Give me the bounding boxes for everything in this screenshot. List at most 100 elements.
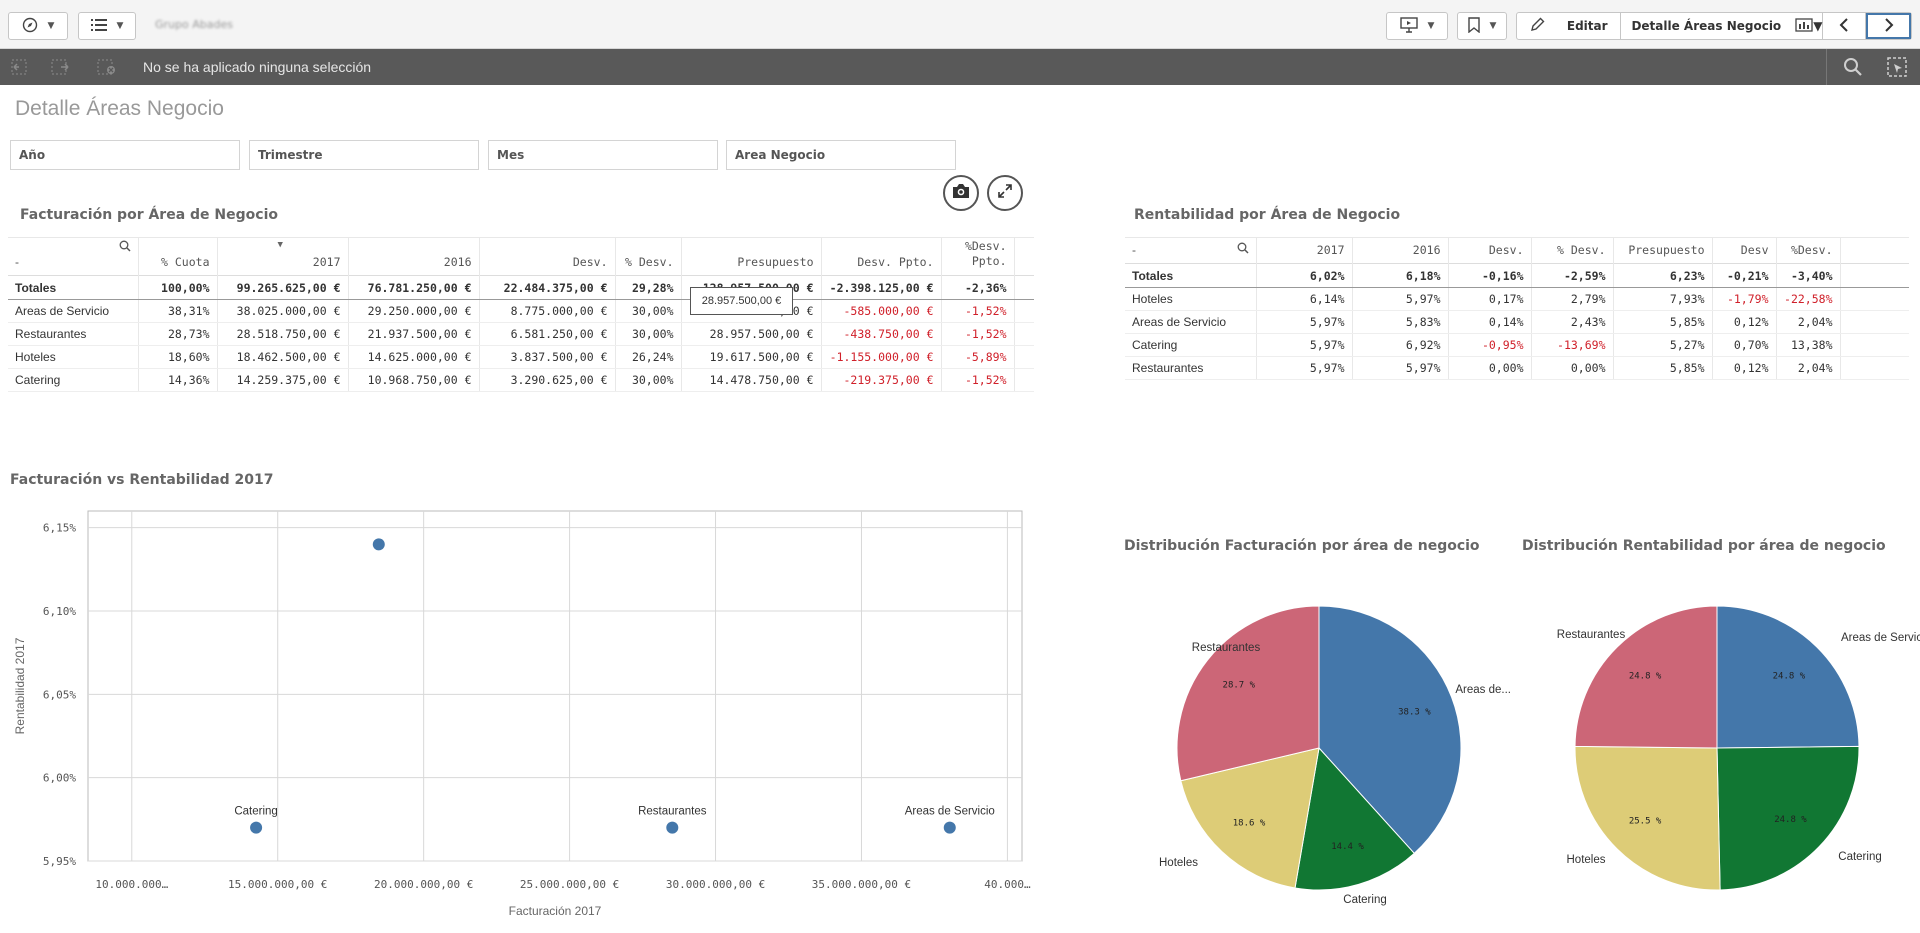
table-row[interactable]: Hoteles 18,60% 18.462.500,00 € 14.625.00… (8, 345, 1034, 369)
table-row[interactable]: Restaurantes 28,73% 28.518.750,00 € 21.9… (8, 322, 1034, 346)
cell: 5,97% (1256, 356, 1353, 380)
chevron-down-icon: ▼ (1427, 21, 1435, 31)
selections-tool-icon[interactable] (1886, 57, 1908, 77)
global-menu-button[interactable]: ▼ (78, 12, 136, 40)
cell: -1,52% (941, 322, 1015, 346)
previous-sheet-button[interactable] (1823, 13, 1867, 39)
pie-slice[interactable] (1574, 745, 1721, 891)
filter-area-negocio[interactable]: Area Negocio (726, 140, 956, 170)
clear-selections-icon[interactable] (96, 57, 118, 77)
data-point[interactable] (250, 821, 263, 834)
column-header[interactable]: %Desv. (1776, 237, 1841, 264)
table-row[interactable]: Areas de Servicio 38,31% 38.025.000,00 €… (8, 299, 1034, 323)
table-row[interactable]: Hoteles 6,14% 5,97% 0,17% 2,79% 7,93% -1… (1125, 287, 1909, 311)
column-header[interactable]: Desv. (479, 237, 616, 276)
pie-slice[interactable] (1574, 605, 1718, 749)
x-axis-label: Facturación 2017 (509, 904, 602, 918)
search-icon[interactable] (1237, 242, 1249, 257)
facturacion-table: - % Cuota ▼ 2017 2016 Desv. % Desv. Pres… (8, 237, 1034, 392)
cell: 29,28% (615, 275, 682, 300)
cell: 5,83% (1352, 310, 1449, 334)
cell: 2,79% (1531, 287, 1614, 311)
column-header[interactable]: Desv. Ppto. (821, 237, 942, 276)
cell: 0,00% (1531, 356, 1614, 380)
filter-trimestre[interactable]: Trimestre (249, 140, 479, 170)
slice-value-label: 24.8 % (1773, 671, 1806, 681)
column-header[interactable]: % Cuota (138, 237, 218, 276)
rentabilidad-table-title: Rentabilidad por Área de Negocio (1134, 207, 1401, 223)
column-header[interactable]: 2016 (348, 237, 480, 276)
row-label[interactable]: Hoteles (1125, 287, 1257, 311)
table-row[interactable]: Areas de Servicio 5,97% 5,83% 0,14% 2,43… (1125, 310, 1909, 334)
cell: 30,00% (615, 368, 682, 392)
y-tick-label: 6,05% (43, 688, 76, 701)
data-point[interactable] (943, 821, 956, 834)
row-label[interactable]: Restaurantes (8, 322, 139, 346)
bookmarks-button[interactable]: ▼ (1457, 12, 1507, 40)
pie-rentabilidad-title: Distribución Rentabilidad por área de ne… (1522, 538, 1886, 554)
pie-chart-rentabilidad[interactable]: 24.8 % Areas de Servicio 24.8 % Catering 25.… (1520, 560, 1920, 930)
column-header[interactable]: Desv. (1448, 237, 1532, 264)
blank-cell (1840, 333, 1909, 357)
expand-button[interactable] (987, 175, 1023, 211)
column-header[interactable]: % Desv. (615, 237, 682, 276)
search-icon[interactable] (119, 240, 131, 255)
filter-mes[interactable]: Mes (488, 140, 718, 170)
cell: -0,16% (1448, 263, 1532, 288)
table-row[interactable]: Restaurantes 5,97% 5,97% 0,00% 0,00% 5,8… (1125, 356, 1909, 380)
slice-value-label: 18.6 % (1233, 819, 1266, 829)
column-header[interactable]: ▼ 2017 (217, 237, 349, 276)
pie-chart-facturacion[interactable]: 38.3 % Areas de... 14.4 % Catering 18.6 % Hot… (1120, 560, 1520, 930)
edit-button[interactable]: Editar (1517, 13, 1622, 39)
slice-label: Areas de Servicio (1841, 632, 1920, 644)
pie-slice[interactable] (1318, 605, 1462, 855)
step-forward-icon[interactable] (50, 57, 72, 77)
dimension-header[interactable]: - (8, 237, 139, 276)
dimension-header[interactable]: - (1125, 237, 1257, 264)
step-back-icon[interactable] (10, 57, 32, 77)
search-icon[interactable] (1842, 57, 1864, 77)
scatter-chart[interactable]: 10.000.000… 15.000.000,00 € 20.000.000,00 … (0, 495, 1040, 925)
present-button[interactable]: ▼ (1386, 12, 1448, 40)
row-label[interactable]: Areas de Servicio (1125, 310, 1257, 334)
table-row[interactable]: Catering 14,36% 14.259.375,00 € 10.968.7… (8, 368, 1034, 392)
sheet-controls: Editar Detalle Áreas Negocio ▼ (1516, 12, 1912, 40)
row-label[interactable]: Areas de Servicio (8, 299, 139, 323)
navigation-menu-button[interactable]: ▼ (8, 12, 68, 40)
row-label[interactable]: Hoteles (8, 345, 139, 369)
data-point-label: Catering (234, 806, 277, 818)
divider (1826, 49, 1827, 85)
pie-slice[interactable] (1294, 746, 1415, 891)
next-sheet-button[interactable] (1866, 13, 1911, 39)
column-header[interactable]: Presupuesto (1613, 237, 1713, 264)
filter-ano[interactable]: Año (10, 140, 240, 170)
x-tick-label: 20.000.000,00 € (374, 878, 473, 891)
slice-value-label: 25.5 % (1629, 817, 1662, 827)
row-label[interactable]: Catering (1125, 333, 1257, 357)
pie-slice[interactable] (1176, 605, 1320, 782)
row-label[interactable]: Catering (8, 368, 139, 392)
cell: -0,21% (1712, 263, 1777, 288)
blank-cell (1014, 322, 1034, 346)
chevron-down-icon: ▼ (47, 21, 55, 31)
data-point[interactable] (666, 821, 679, 834)
column-header[interactable]: Presupuesto (681, 237, 822, 276)
table-row[interactable]: Catering 5,97% 6,92% -0,95% -13,69% 5,27… (1125, 333, 1909, 357)
table-header-row: - % Cuota ▼ 2017 2016 Desv. % Desv. Pres… (8, 237, 1034, 276)
pie-slice[interactable] (1716, 745, 1860, 891)
sheet-selector[interactable]: Detalle Áreas Negocio ▼ (1621, 13, 1824, 39)
pie-slice[interactable] (1716, 605, 1860, 749)
data-point[interactable] (372, 538, 385, 551)
column-header[interactable]: 2016 (1352, 237, 1449, 264)
top-toolbar: ▼ ▼ Grupo Abades ▼ ▼ Editar Detalle Área… (0, 0, 1920, 49)
cell: 0,17% (1448, 287, 1532, 311)
column-header[interactable]: % Desv. (1531, 237, 1614, 264)
snapshot-button[interactable] (943, 175, 979, 211)
column-header[interactable]: %Desv. Ppto. (941, 237, 1015, 276)
column-header[interactable]: Desv (1712, 237, 1777, 264)
cell: 21.937.500,00 € (348, 322, 480, 346)
y-tick-label: 6,00% (43, 772, 76, 785)
column-header[interactable]: 2017 (1256, 237, 1353, 264)
row-label[interactable]: Restaurantes (1125, 356, 1257, 380)
pie-slice[interactable] (1180, 747, 1320, 889)
